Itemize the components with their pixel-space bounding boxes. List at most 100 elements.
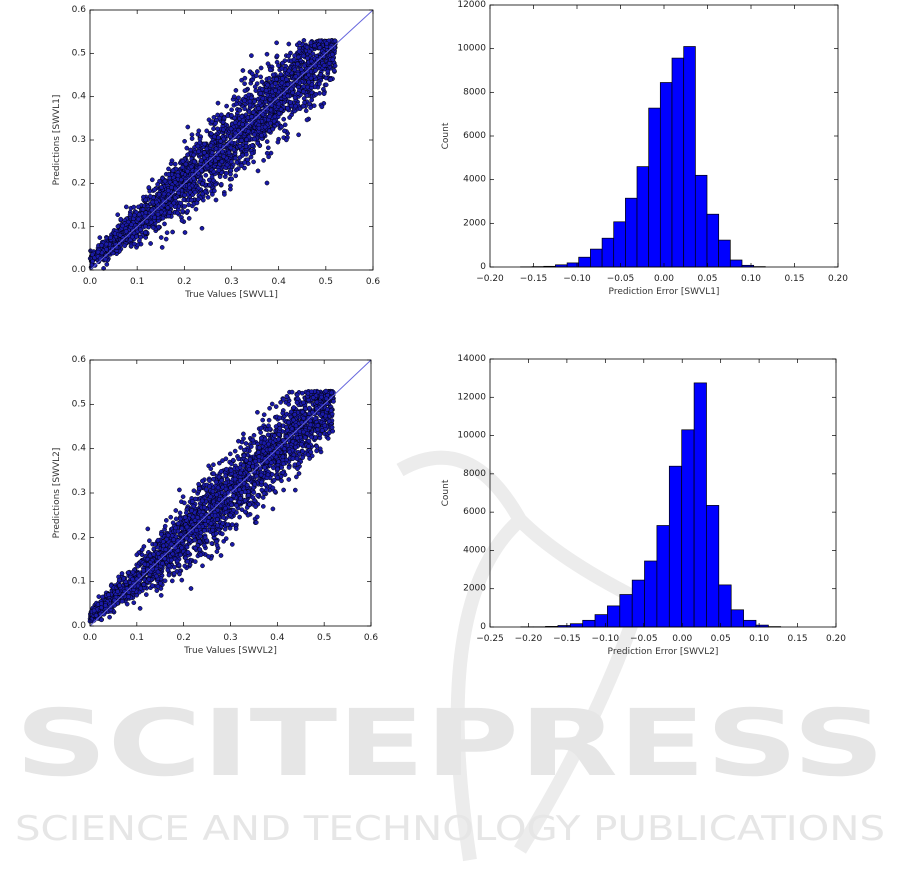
- scatter-point: [237, 107, 243, 113]
- scatter-point: [233, 173, 239, 179]
- scatter-point: [137, 238, 142, 244]
- scatter-point: [287, 115, 292, 120]
- y-tick-label: 0.6: [72, 5, 87, 15]
- scatter-point: [175, 173, 181, 179]
- scatter2-chart: 0.0 0.1 0.2 0.3 0.4 0.5 0.60.00.10.20.30.40.50…: [52, 355, 378, 656]
- scatter-point: [124, 601, 130, 607]
- scatter-point: [185, 168, 190, 174]
- scatter-point: [292, 95, 298, 101]
- hist1-chart: −0.20 −0.15 −0.10 −0.05 0.00 0.05 0.10 0.15 0.20…: [441, 0, 848, 297]
- scatter-point: [172, 161, 178, 167]
- scatter-point: [197, 538, 202, 544]
- scatter-point: [232, 155, 238, 161]
- scatter-point: [162, 221, 167, 227]
- histogram-bar: [718, 239, 731, 268]
- scatter-point: [209, 541, 215, 546]
- scatter-point: [182, 563, 188, 569]
- scatter-point: [279, 66, 285, 71]
- scatter-point: [120, 223, 126, 229]
- x-tick-label: −0.05: [607, 274, 635, 284]
- scatter-point: [264, 139, 270, 144]
- scatter-point: [115, 212, 121, 218]
- scatter-point: [264, 51, 270, 57]
- scatter-point: [273, 88, 278, 93]
- scatter-point: [239, 163, 244, 168]
- x-tick-label: 0.1: [130, 277, 144, 287]
- scatter-point: [209, 119, 215, 125]
- scatter-point: [259, 132, 264, 138]
- scatter-point: [260, 448, 266, 454]
- scatter-point: [238, 495, 243, 501]
- x-tick-label: 0.00: [654, 274, 674, 284]
- scatter-point: [332, 63, 338, 69]
- scatter-point: [242, 98, 247, 104]
- x-tick-label: 0.3: [224, 277, 238, 287]
- scatter-point: [285, 105, 290, 111]
- scatter-point: [313, 68, 318, 73]
- scatter-point: [217, 460, 222, 466]
- scatter-point: [309, 434, 314, 440]
- scatter-point: [321, 63, 327, 68]
- scatter-point: [204, 163, 210, 169]
- scatter-point: [258, 91, 264, 96]
- scatter-point: [249, 114, 255, 120]
- scatter-point: [289, 426, 295, 432]
- scatter-point: [163, 518, 169, 523]
- scatter-point: [258, 435, 264, 441]
- scatter-point: [256, 125, 262, 131]
- scatter-point: [266, 417, 272, 423]
- scatter-point: [282, 128, 287, 134]
- scatter-point: [191, 152, 197, 158]
- scatter-point: [285, 81, 291, 87]
- scatter-point: [234, 159, 240, 165]
- scatter-point: [118, 216, 124, 222]
- scatter-point: [313, 435, 318, 440]
- scatter-point: [182, 230, 188, 235]
- scatter-point: [131, 600, 137, 606]
- scatter-point: [204, 128, 210, 134]
- scatter-point: [329, 425, 335, 430]
- scatter-point: [317, 38, 323, 44]
- scatter-point: [234, 503, 239, 508]
- scatter-point: [162, 178, 168, 184]
- scatter-point: [229, 159, 234, 165]
- scatter-point: [314, 444, 320, 449]
- scatter-point: [192, 189, 198, 195]
- scatter-point: [242, 88, 248, 94]
- scatter-point: [314, 448, 319, 454]
- scatter-point: [228, 126, 234, 132]
- scatter-point: [261, 158, 266, 163]
- scatter-point: [123, 204, 129, 210]
- scatter-point: [147, 193, 153, 199]
- scatter-point: [252, 136, 258, 142]
- scatter-point: [317, 81, 322, 87]
- scatter-point: [270, 506, 276, 512]
- scatter-point: [99, 242, 105, 248]
- scatter-point: [203, 172, 209, 178]
- histogram-bar: [683, 46, 696, 268]
- scatter-point: [275, 139, 281, 145]
- scatter-point: [191, 488, 197, 494]
- scatter-point: [254, 69, 260, 74]
- scatter-point: [182, 192, 188, 198]
- scatter-point: [303, 108, 309, 114]
- scatter-point: [184, 544, 190, 550]
- scatter-point: [308, 40, 314, 46]
- watermark-swoosh: [396, 450, 647, 862]
- scatter-point: [258, 74, 264, 80]
- y-tick-label: 0.4: [72, 92, 87, 102]
- scatter-point: [233, 101, 239, 107]
- scatter-point: [251, 490, 257, 495]
- scatter-point: [265, 145, 271, 151]
- histogram-bar: [729, 259, 743, 268]
- scatter-point: [305, 55, 310, 61]
- histogram-bar: [648, 107, 661, 268]
- scatter-point: [317, 432, 323, 437]
- y-tick-label: 10000: [457, 44, 486, 54]
- scatter-point: [195, 196, 201, 202]
- scatter-point: [178, 200, 184, 206]
- scatter-point: [236, 456, 241, 462]
- scatter-point: [231, 94, 237, 100]
- scatter-point: [179, 525, 185, 531]
- scatter-point: [211, 126, 216, 132]
